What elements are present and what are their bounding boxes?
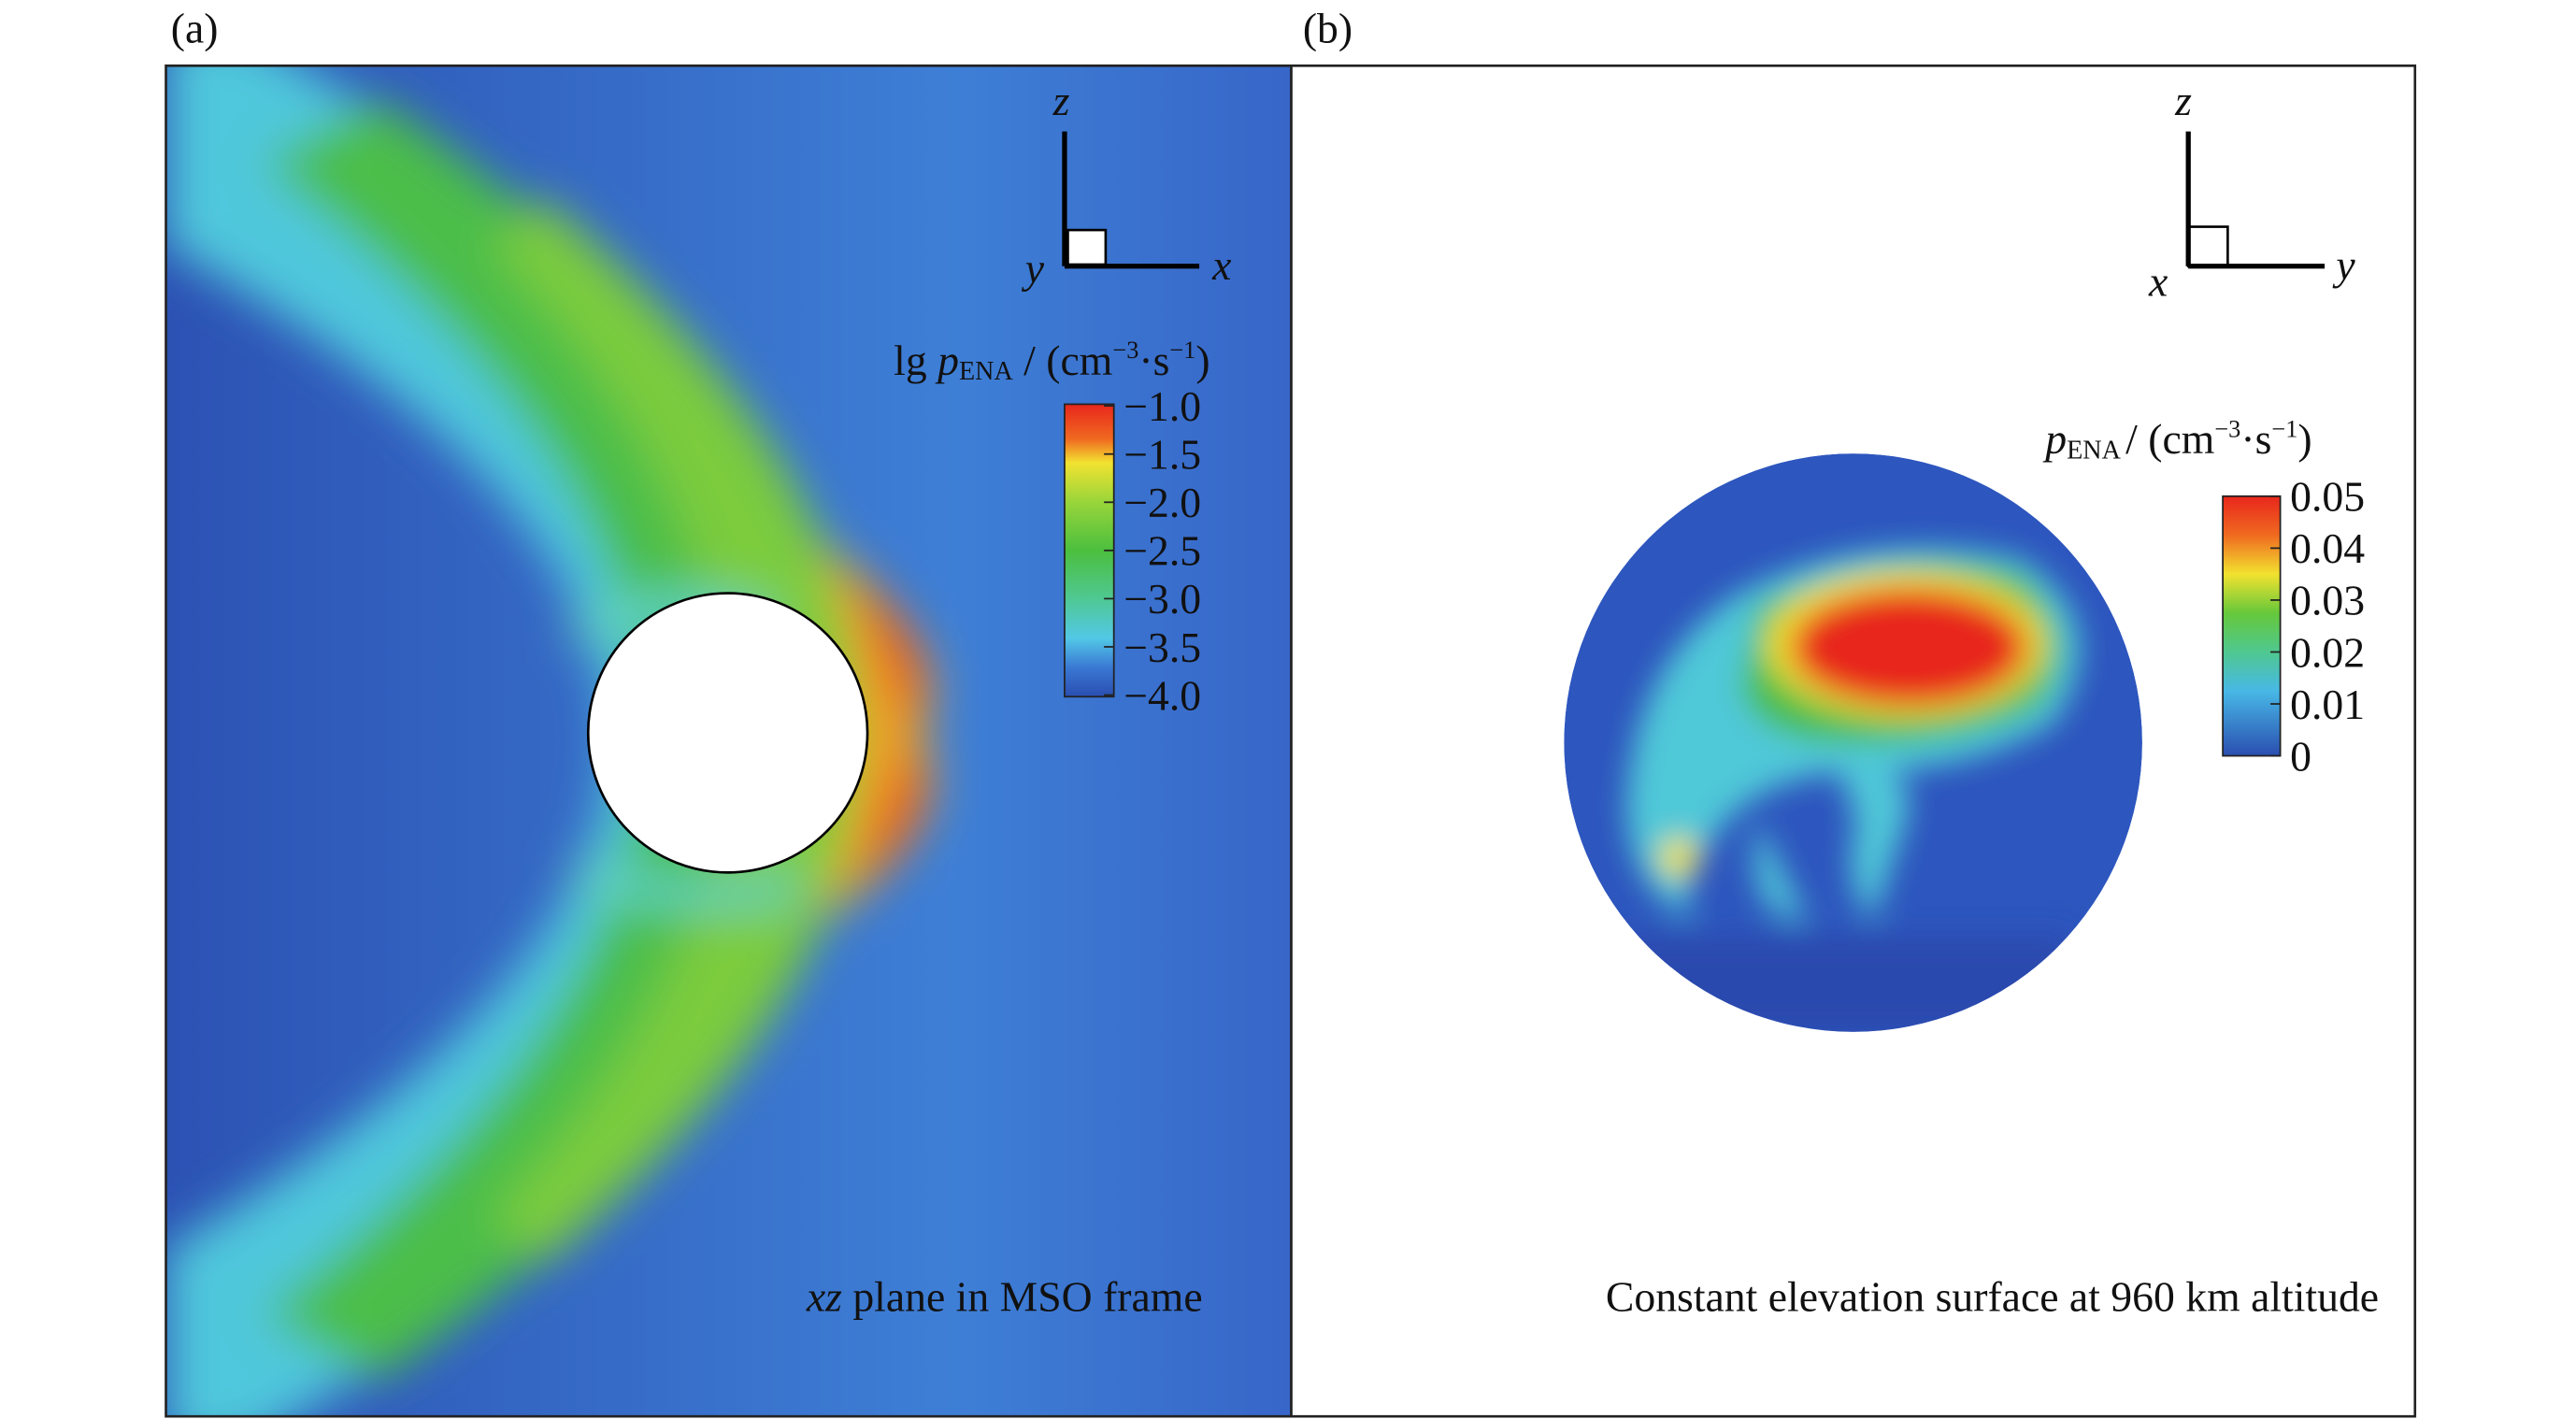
axis-label: z: [2174, 77, 2192, 124]
colorbar-tick-label: 0.02: [2290, 628, 2365, 676]
colorbar-tick-label: −1.0: [1123, 382, 1201, 430]
axis-label: x: [2148, 257, 2168, 305]
colorbar-tick-label: −1.5: [1123, 431, 1201, 479]
colorbar: [2222, 494, 2282, 757]
axis-label: y: [2332, 241, 2355, 289]
colorbar-title: pENA / (cm−3·s−1): [2042, 415, 2311, 465]
caption: xz plane in MSO frame: [806, 1273, 1203, 1321]
colorbar-tick-label: 0: [2290, 732, 2311, 780]
axis-triad: [1062, 131, 1200, 269]
colorbar-tick-label: −3.5: [1123, 624, 1201, 671]
colorbar-tick-label: −2.0: [1123, 479, 1201, 526]
map-a: [165, 65, 1292, 1417]
colorbar-tick-label: 0.05: [2290, 473, 2365, 521]
panel-label: (b): [1303, 5, 1352, 52]
colorbar-tick-label: 0.01: [2290, 681, 2365, 728]
colorbar-tick-label: −4.0: [1123, 671, 1201, 719]
caption: Constant elevation surface at 960 km alt…: [1606, 1273, 2379, 1321]
colorbar-tick-label: 0.03: [2290, 577, 2365, 624]
axis-label: y: [1022, 244, 1045, 292]
colorbar-tick-label: −2.5: [1123, 527, 1201, 575]
colorbar-tick-label: −3.0: [1123, 575, 1201, 623]
map-b: [1564, 453, 2142, 1032]
colorbar-tick-label: 0.04: [2290, 524, 2365, 572]
panel-label: (a): [171, 5, 219, 52]
axis-label: z: [1052, 77, 1070, 124]
colorbar-title: lg pENA / (cm−3·s−1): [894, 337, 1209, 386]
axis-label: x: [1211, 241, 1231, 289]
axis-triad: [2185, 131, 2326, 269]
